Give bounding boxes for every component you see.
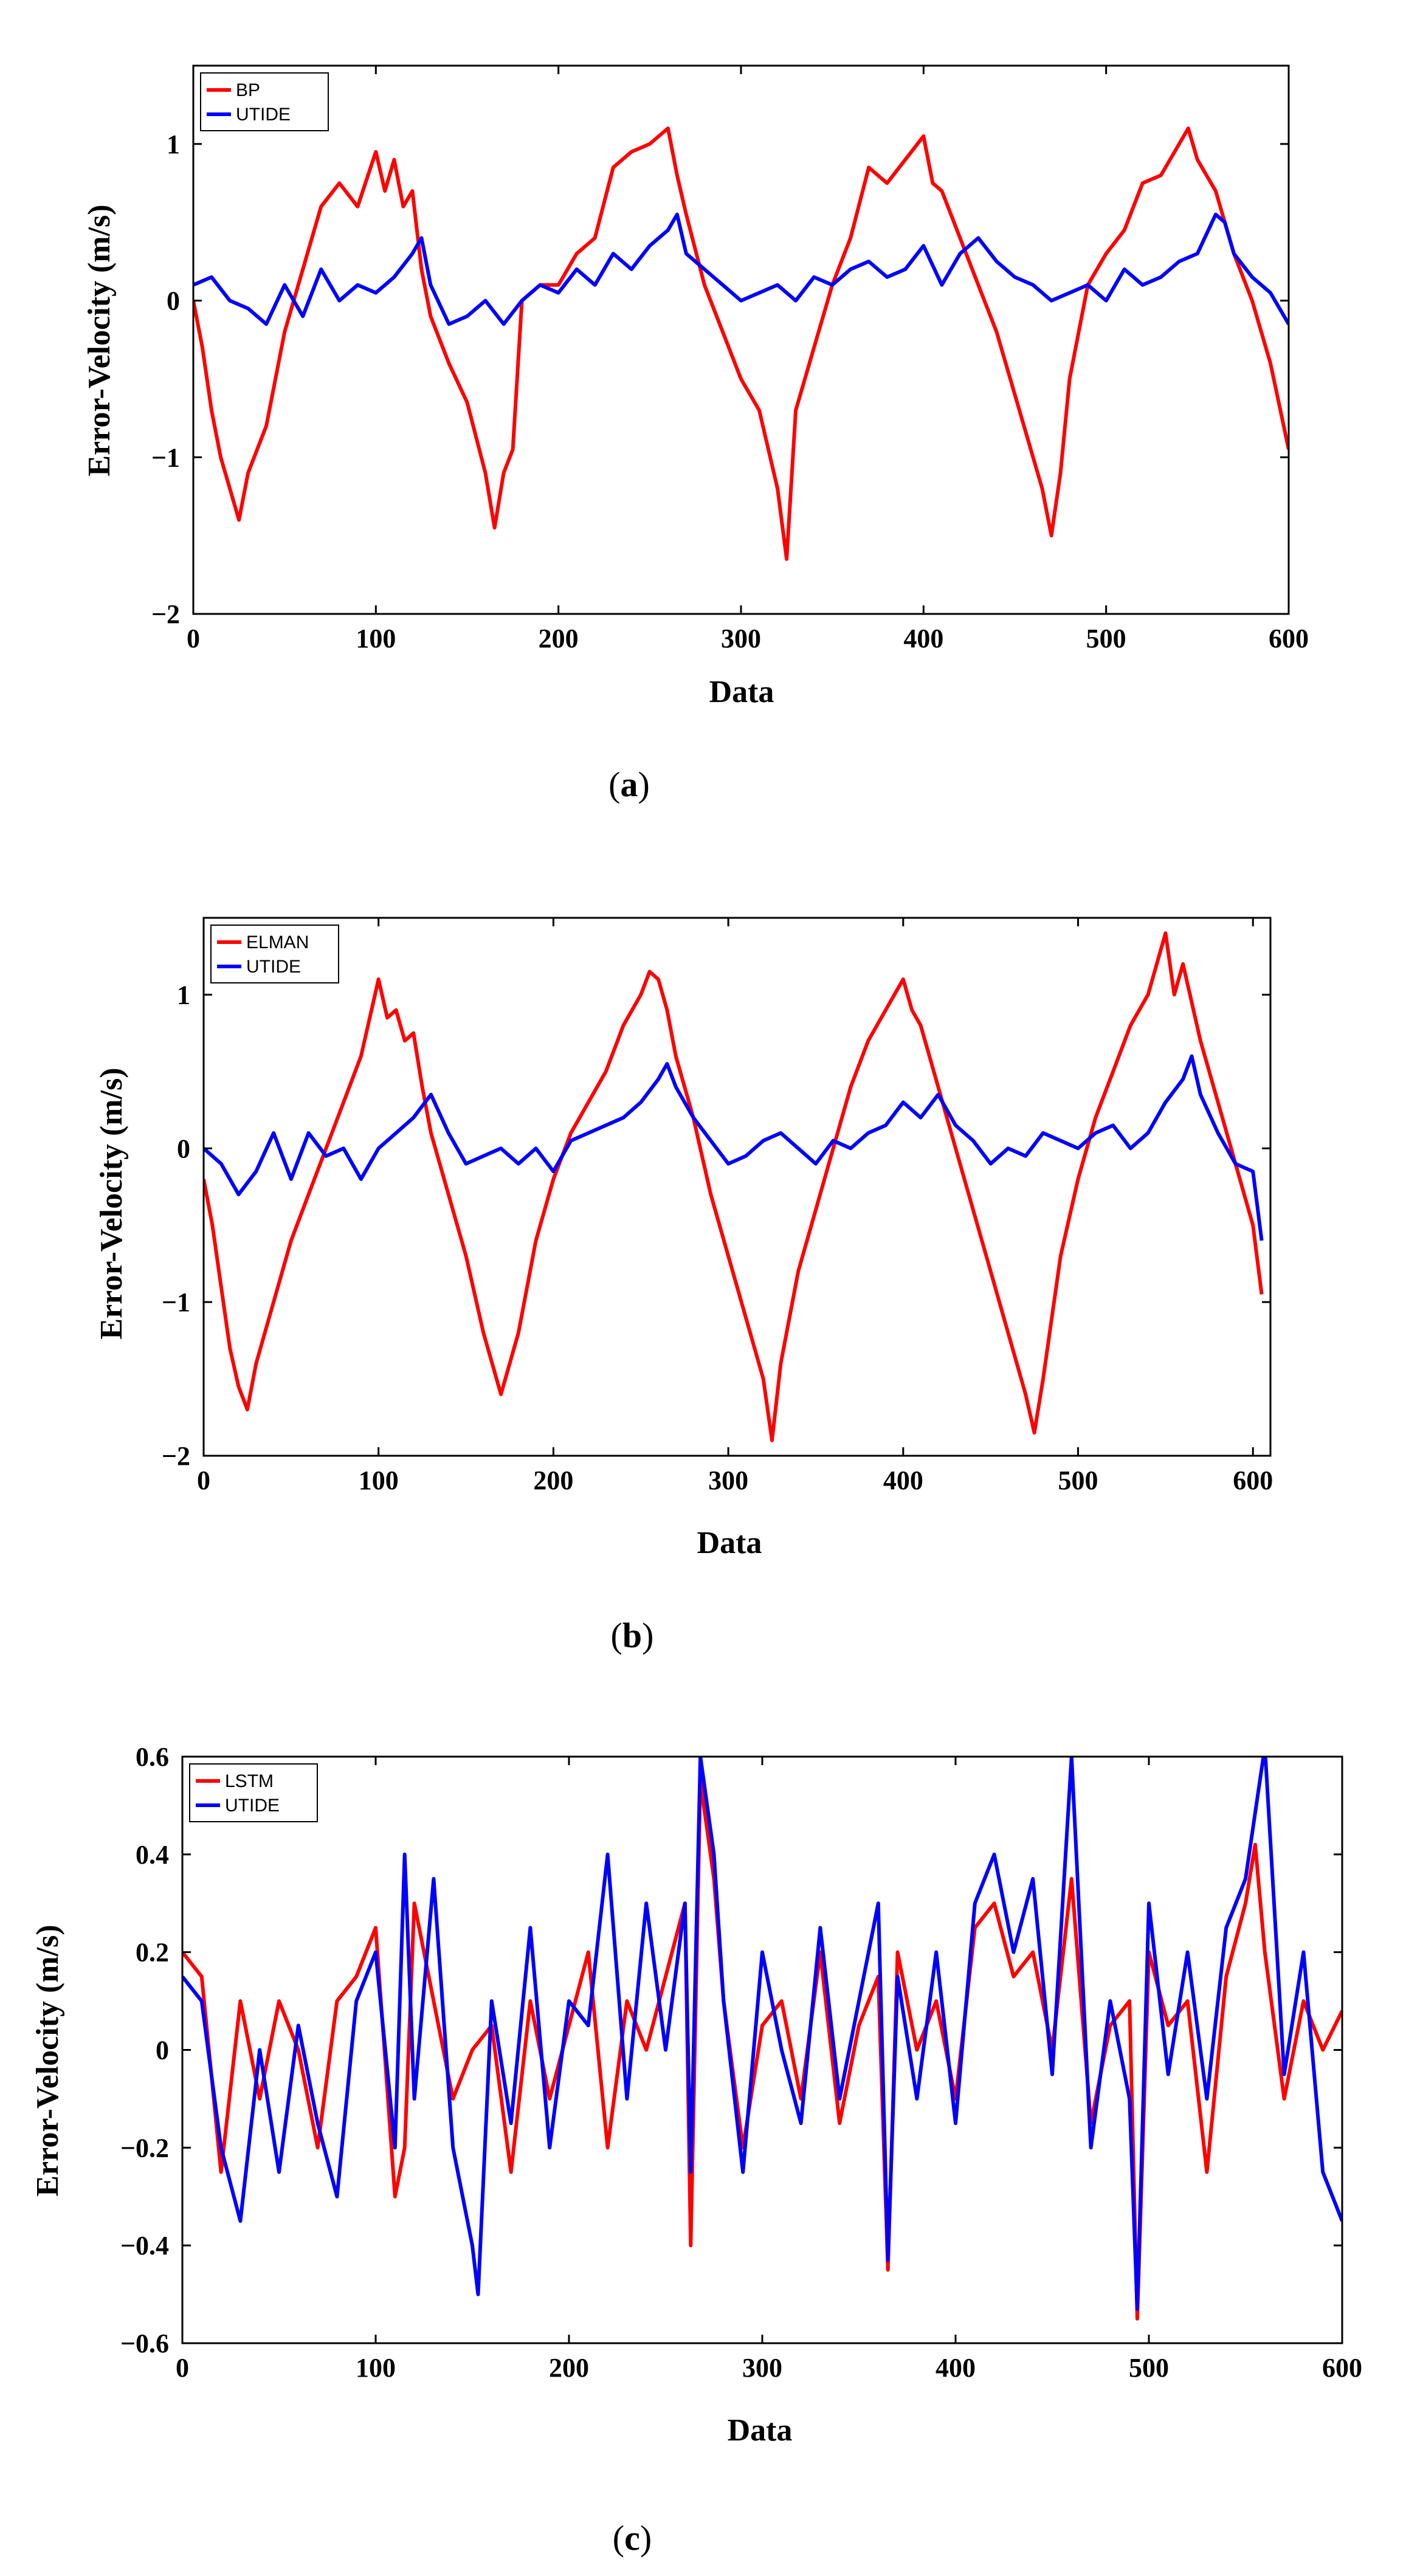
panel-c-caption: (c)	[613, 2518, 652, 2558]
legend-label-utide: UTIDE	[246, 957, 301, 977]
y-tick-label: 0.2	[136, 1938, 169, 1968]
x-tick-label: 300	[742, 2353, 782, 2383]
panel-a: Error-Velocity (m/s) Data 0 100 200 300 400 5…	[82, 64, 1309, 804]
x-tick-label: 600	[1322, 2353, 1362, 2383]
panel-b-caption: (b)	[611, 1616, 654, 1655]
plot-frame	[202, 917, 1272, 1457]
x-tick-label: 500	[1129, 2353, 1169, 2383]
x-tick-label: 500	[1086, 624, 1126, 653]
y-tick-label: 1	[167, 129, 180, 159]
y-tick-label: −2	[151, 599, 180, 629]
x-tick-label: 0	[187, 624, 200, 653]
panel-c-xlabel: Data	[728, 2413, 793, 2448]
x-tick-label: 200	[539, 624, 579, 653]
panel-b-ylabel: Error-Velocity (m/s)	[94, 1067, 129, 1339]
panel-a-ylabel: Error-Velocity (m/s)	[82, 204, 117, 476]
panel-c-ylabel: Error-Velocity (m/s)	[30, 1924, 65, 2196]
legend-box	[210, 925, 339, 983]
y-tick-label: −1	[151, 443, 180, 472]
y-tick-label: −1	[162, 1287, 190, 1317]
x-tick-label: 400	[883, 1465, 923, 1495]
series-line-utide	[204, 1054, 1264, 1241]
panel-b: Error-Velocity (m/s) Data 0 100 200 300 400 5…	[94, 917, 1273, 1655]
x-tick-label: 300	[708, 1465, 748, 1495]
y-tick-label: 0.6	[136, 1742, 169, 1772]
y-tick-label: −0.4	[120, 2231, 169, 2261]
series-line-utide	[193, 212, 1289, 326]
panel-b-xlabel: Data	[697, 1526, 762, 1560]
series-line-utide	[182, 1757, 1342, 2311]
x-tick-label: 100	[356, 2353, 396, 2383]
y-tick-label: −0.6	[120, 2329, 169, 2358]
panel-c: Error-Velocity (m/s) Data 0 100 200 300 400 5…	[30, 1742, 1362, 2558]
x-tick-label: 100	[356, 624, 396, 653]
panel-c-plot: 0 100 200 300 400 500 600 −0.6 −0.4 −0.2 0 0.2 0.4 0.…	[120, 1742, 1362, 2383]
x-tick-label: 400	[936, 2353, 976, 2383]
y-tick-label: 0	[167, 286, 180, 316]
legend-label-elman: ELMAN	[246, 932, 309, 952]
panel-a-xlabel: Data	[709, 675, 774, 709]
x-tick-label: 200	[549, 2353, 589, 2383]
x-tick-label: 0	[176, 2353, 189, 2383]
x-tick-label: 400	[903, 624, 943, 653]
x-tick-label: 600	[1269, 624, 1309, 653]
x-tick-label: 200	[533, 1465, 573, 1495]
y-tick-label: 0.4	[136, 1840, 169, 1870]
y-tick-label: −0.2	[120, 2133, 169, 2163]
legend-label-lstm: LSTM	[225, 1771, 274, 1791]
panel-a-plot: 0 100 200 300 400 500 600 −2 −1 0 1 BP UTIDE	[151, 64, 1309, 653]
x-tick-label: 300	[721, 624, 761, 653]
legend-label-bp: BP	[236, 80, 260, 100]
legend-label-utide: UTIDE	[236, 105, 291, 125]
x-tick-label: 0	[197, 1465, 210, 1495]
series-line-bp	[193, 126, 1289, 561]
legend-label-utide: UTIDE	[225, 1796, 280, 1816]
legend-box	[200, 72, 329, 131]
x-tick-label: 500	[1058, 1465, 1098, 1495]
x-tick-label: 600	[1233, 1465, 1273, 1495]
series-line-elman	[204, 931, 1264, 1442]
panel-b-plot: 0 100 200 300 400 500 600 −2 −1 0 1 ELMAN UTIDE	[162, 917, 1273, 1495]
legend-box	[189, 1763, 318, 1822]
panel-a-caption: (a)	[608, 765, 650, 804]
y-tick-label: 0	[156, 2036, 169, 2065]
y-tick-label: 1	[177, 980, 190, 1010]
y-tick-label: 0	[177, 1134, 190, 1163]
y-tick-label: −2	[162, 1441, 190, 1471]
x-tick-label: 100	[359, 1465, 399, 1495]
